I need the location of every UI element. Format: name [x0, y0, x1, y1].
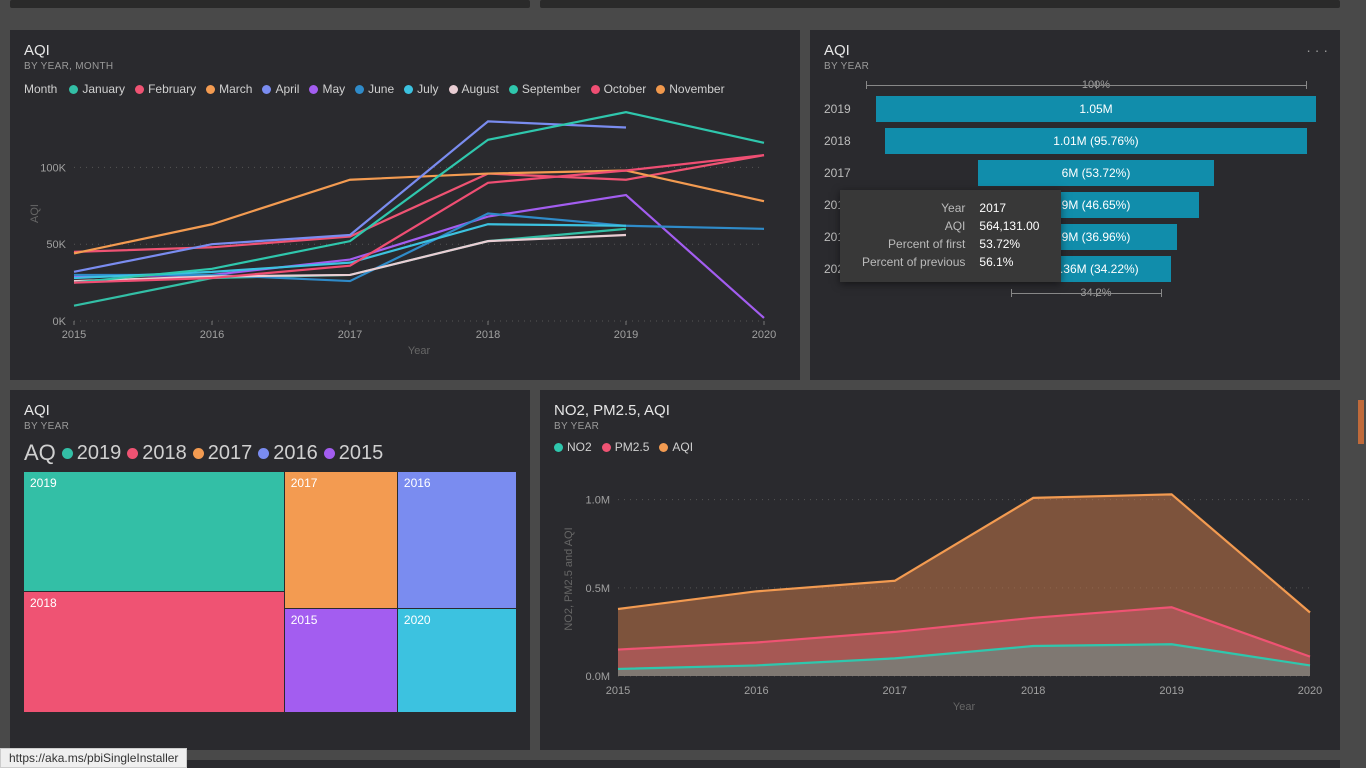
- svg-text:2017: 2017: [883, 685, 907, 697]
- legend-item[interactable]: October: [591, 82, 647, 96]
- legend-item[interactable]: July: [404, 82, 438, 96]
- funnel-tooltip: Year2017AQI564,131.00Percent of first53.…: [840, 190, 1061, 282]
- legend-item[interactable]: 2018: [127, 442, 187, 465]
- svg-text:2019: 2019: [1159, 685, 1183, 697]
- aqi-line-chart-card[interactable]: AQI BY YEAR, MONTH MonthJanuaryFebruaryM…: [10, 30, 800, 380]
- legend-item[interactable]: NO2: [554, 440, 592, 454]
- area-chart-card[interactable]: NO2, PM2.5, AQI BY YEAR NO2 PM2.5 AQI 0.0M…: [540, 390, 1340, 750]
- more-options-icon[interactable]: · · ·: [1306, 42, 1328, 58]
- svg-text:Year: Year: [408, 345, 431, 356]
- svg-text:0.5M: 0.5M: [586, 583, 610, 595]
- line-chart-plot[interactable]: 0K 50K 100K 2015 2016 2017 2018 2019 2020 AQI Year: [24, 96, 776, 356]
- legend-item[interactable]: PM2.5: [602, 440, 650, 454]
- aqi-funnel-card[interactable]: AQI BY YEAR · · · 100%20191.05M20181.01M…: [810, 30, 1340, 380]
- svg-text:2017: 2017: [338, 329, 362, 341]
- legend-item[interactable]: 2019: [62, 442, 122, 465]
- svg-text:Year: Year: [953, 701, 976, 713]
- status-bar-link[interactable]: https://aka.ms/pbiSingleInstaller: [0, 748, 187, 768]
- funnel-row[interactable]: 20176M (53.72%): [824, 158, 1326, 188]
- svg-text:AQI: AQI: [29, 204, 41, 223]
- svg-text:0K: 0K: [53, 316, 67, 328]
- legend-item[interactable]: June: [355, 82, 394, 96]
- svg-text:2016: 2016: [200, 329, 224, 341]
- top-placeholder-row: [10, 0, 1340, 20]
- svg-text:NO2, PM2.5 and AQI: NO2, PM2.5 and AQI: [563, 527, 575, 630]
- treemap-title: AQI: [24, 402, 516, 419]
- treemap-cell[interactable]: 2015: [285, 609, 398, 712]
- line-chart-legend: MonthJanuaryFebruaryMarchAprilMayJuneJul…: [24, 82, 786, 96]
- treemap-subtitle: BY YEAR: [24, 421, 516, 432]
- line-chart-title: AQI: [24, 42, 786, 59]
- legend-item[interactable]: September: [509, 82, 581, 96]
- funnel-title: AQI: [824, 42, 1326, 59]
- svg-text:2015: 2015: [62, 329, 86, 341]
- svg-text:50K: 50K: [46, 239, 66, 251]
- svg-text:2015: 2015: [606, 685, 630, 697]
- funnel-row[interactable]: 20191.05M: [824, 94, 1326, 124]
- treemap-legend: AQ20192018201720162015: [24, 440, 516, 466]
- treemap-cell[interactable]: 2020: [398, 609, 516, 712]
- legend-item[interactable]: 2016: [258, 442, 318, 465]
- legend-item[interactable]: March: [206, 82, 252, 96]
- legend-item[interactable]: February: [135, 82, 196, 96]
- svg-text:0.0M: 0.0M: [586, 671, 610, 683]
- area-chart-title: NO2, PM2.5, AQI: [554, 402, 1326, 419]
- svg-text:2019: 2019: [614, 329, 638, 341]
- svg-text:2018: 2018: [476, 329, 500, 341]
- legend-item[interactable]: April: [262, 82, 299, 96]
- legend-item[interactable]: November: [656, 82, 724, 96]
- treemap-cell[interactable]: 2017: [285, 472, 398, 609]
- funnel-row[interactable]: 20181.01M (95.76%): [824, 126, 1326, 156]
- treemap-plot[interactable]: 201920182017201620152020: [24, 472, 516, 712]
- legend-item[interactable]: 2015: [324, 442, 384, 465]
- area-chart-plot[interactable]: 0.0M 0.5M 1.0M 2015 2016 2017 2018 2019 2020 NO2,…: [554, 454, 1326, 714]
- svg-text:100K: 100K: [40, 162, 66, 174]
- treemap-cell[interactable]: 2018: [24, 592, 285, 712]
- legend-item[interactable]: May: [309, 82, 345, 96]
- svg-text:2018: 2018: [1021, 685, 1045, 697]
- aqi-treemap-card[interactable]: AQI BY YEAR AQ20192018201720162015 20192…: [10, 390, 530, 750]
- funnel-subtitle: BY YEAR: [824, 61, 1326, 72]
- bottom-placeholder: [10, 760, 1340, 768]
- area-chart-subtitle: BY YEAR: [554, 421, 1326, 432]
- scroll-indicator[interactable]: [1358, 400, 1364, 444]
- legend-item[interactable]: August: [449, 82, 499, 96]
- legend-item[interactable]: 2017: [193, 442, 253, 465]
- treemap-cell[interactable]: 2016: [398, 472, 516, 609]
- legend-item[interactable]: January: [69, 82, 125, 96]
- legend-item[interactable]: AQI: [659, 440, 693, 454]
- svg-text:1.0M: 1.0M: [586, 495, 610, 507]
- svg-text:2020: 2020: [752, 329, 776, 341]
- svg-text:2020: 2020: [1298, 685, 1322, 697]
- line-chart-subtitle: BY YEAR, MONTH: [24, 61, 786, 72]
- area-chart-legend: NO2 PM2.5 AQI: [554, 440, 1326, 454]
- svg-text:2016: 2016: [744, 685, 768, 697]
- treemap-cell[interactable]: 2019: [24, 472, 285, 592]
